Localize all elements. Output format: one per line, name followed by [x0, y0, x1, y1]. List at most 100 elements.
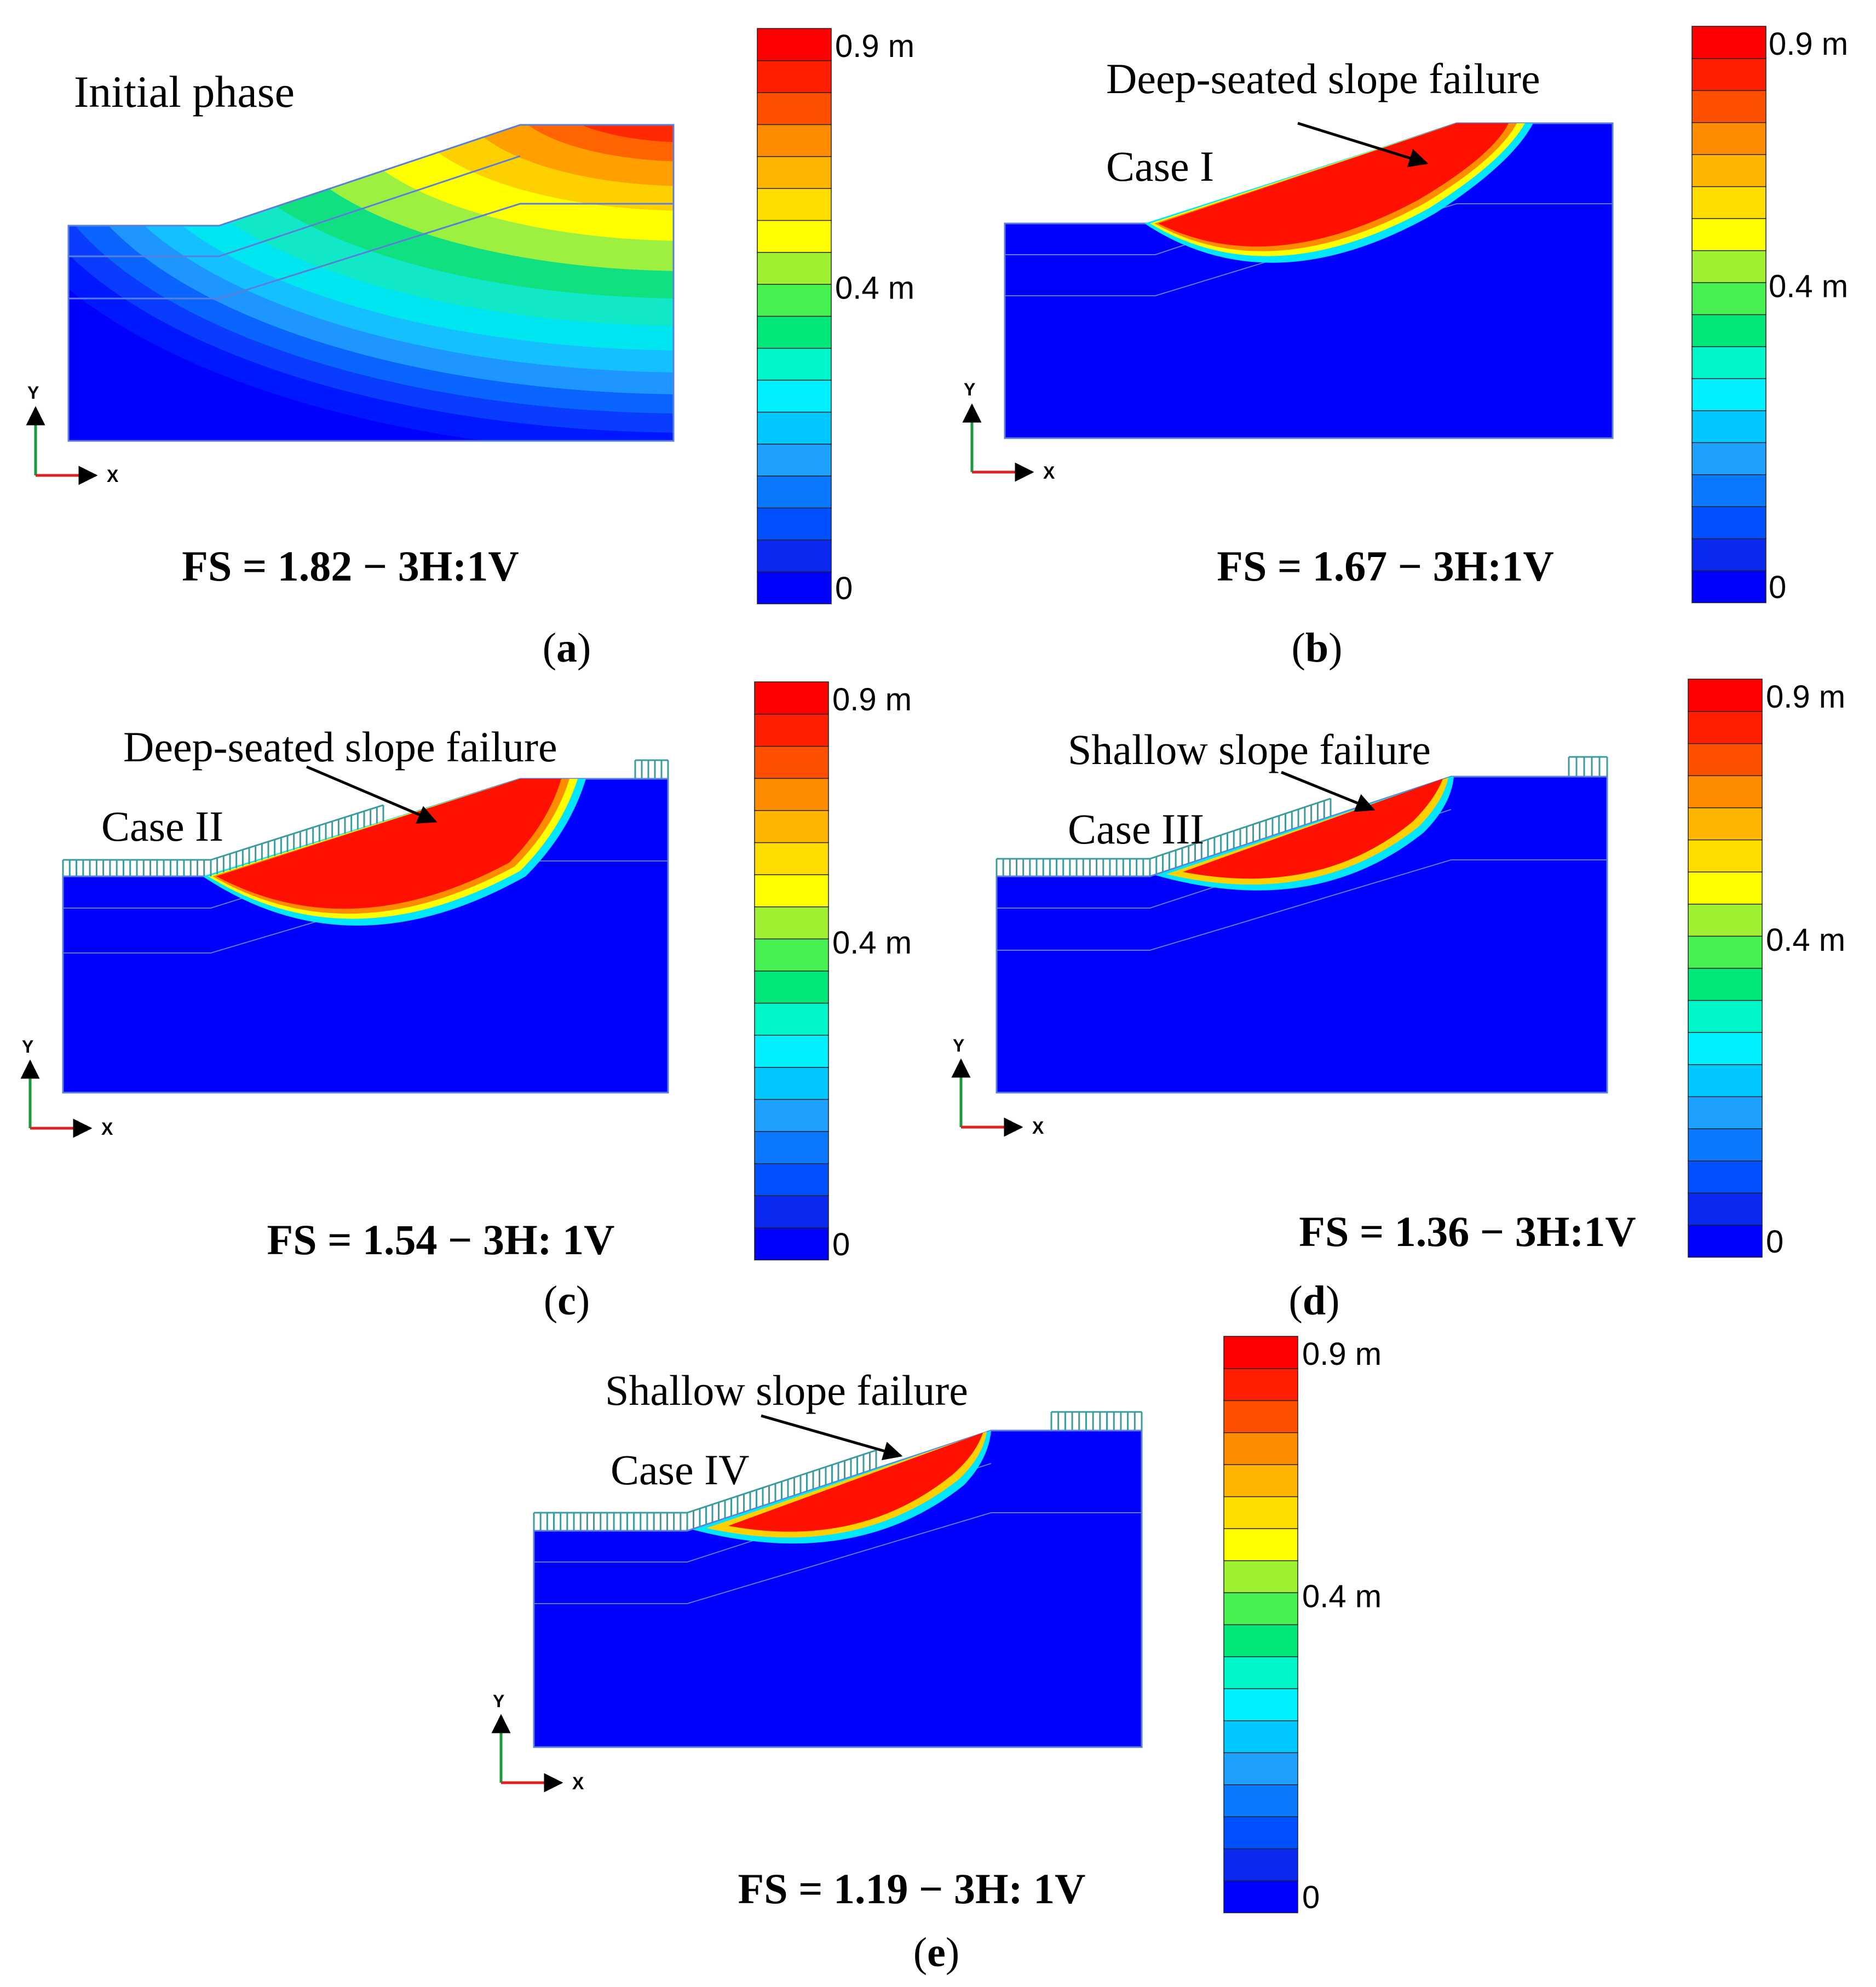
colorbar-mid-label: 0.4 m [832, 925, 912, 961]
colorbar-band [754, 809, 829, 843]
panel-letter: (e) [913, 1929, 959, 1975]
axis-triad: Y X [962, 380, 1055, 483]
colorbar-band [757, 475, 832, 509]
colorbar-min-label: 0 [835, 571, 853, 606]
colorbar-band [1691, 506, 1766, 539]
colorbar-band [757, 187, 832, 221]
colorbar-band [1223, 1720, 1298, 1754]
colorbar-band [1691, 26, 1766, 59]
colorbar-band [757, 539, 832, 572]
y-axis-label: Y [27, 383, 39, 403]
x-axis-label: X [1043, 463, 1055, 483]
colorbar-band [1691, 282, 1766, 315]
colorbar-band [1691, 474, 1766, 507]
colorbar-band [754, 713, 829, 747]
colorbar-band [754, 874, 829, 908]
panel-e: Shallow slope failure Case IV Y X FS = 1… [491, 1366, 1143, 1975]
colorbar-band [1223, 1848, 1298, 1881]
colorbar-band [1691, 378, 1766, 411]
colorbar-band [1688, 967, 1763, 1001]
colorbar-max-label: 0.9 m [1766, 679, 1845, 715]
colorbar-band [1223, 1656, 1298, 1690]
y-axis-label: Y [22, 1037, 33, 1056]
failure-arrow [1297, 122, 1429, 168]
colorbar-band [1223, 1527, 1298, 1561]
colorbar-band [1688, 775, 1763, 808]
surface-load [62, 759, 669, 876]
panel-letter: (b) [1292, 625, 1343, 671]
colorbar-band [757, 507, 832, 541]
colorbar-band [1691, 314, 1766, 347]
colorbar-band [1691, 122, 1766, 156]
colorbar-band [757, 347, 832, 381]
colorbar-band [1688, 807, 1763, 841]
colorbar-band [757, 91, 832, 125]
colorbar-band [1691, 217, 1766, 251]
surface-load [533, 1411, 1143, 1531]
colorbar-band [1688, 1000, 1763, 1033]
shallow-failure-zone [693, 1431, 991, 1544]
colorbar-band [757, 220, 832, 253]
axis-triad: Y X [26, 383, 119, 486]
colorbar-band [757, 315, 832, 349]
colorbar-min-label: 0 [1766, 1224, 1783, 1260]
colorbar-band [1223, 1816, 1298, 1850]
colorbar-band [754, 681, 829, 715]
colorbar-band [754, 1099, 829, 1132]
colorbar-band [1688, 1096, 1763, 1129]
fs-caption: FS = 1.54 − 3H: 1V [267, 1216, 615, 1264]
axis-triad: Y X [951, 1036, 1044, 1138]
colorbar-band [757, 283, 832, 317]
colorbar-band [1688, 1160, 1763, 1194]
failure-arrow [306, 765, 438, 824]
colorbar: 0.9 m 0.4 m 0 [757, 28, 914, 606]
colorbar-band [1691, 346, 1766, 380]
colorbar-band [1688, 1064, 1763, 1098]
geometry-lines [67, 124, 675, 442]
colorbar-band [754, 906, 829, 940]
colorbar-band [1691, 90, 1766, 123]
colorbar-band [1688, 679, 1763, 712]
panel-b: Deep-seated slope failure Case I Y X FS … [962, 55, 1614, 671]
initial-phase-title: Initial phase [74, 67, 295, 117]
colorbar-band [1691, 570, 1766, 604]
colorbar-band [1688, 903, 1763, 937]
colorbar-band [754, 745, 829, 779]
colorbar-band [757, 571, 832, 605]
colorbar-band [1223, 1496, 1298, 1529]
colorbar-band [757, 156, 832, 189]
colorbar-band [754, 1002, 829, 1036]
colorbars: 0.9 m0.4 m00.9 m0.4 m00.9 m0.4 m00.9 m0.… [754, 26, 1848, 1915]
colorbar-band [1688, 871, 1763, 905]
panel-letter: (a) [543, 625, 591, 671]
colorbar-band [1223, 1464, 1298, 1497]
colorbar-band [1223, 1336, 1298, 1369]
case-label: Case II [101, 802, 223, 850]
colorbar-band [754, 778, 829, 811]
failure-label: Deep-seated slope failure [123, 723, 557, 771]
colorbar-max-label: 0.9 m [835, 28, 914, 64]
colorbar: 0.9 m 0.4 m 0 [1691, 26, 1848, 605]
failure-label: Deep-seated slope failure [1106, 55, 1540, 102]
colorbar-band [1691, 186, 1766, 219]
case-label: Case I [1106, 142, 1214, 190]
colorbar-max-label: 0.9 m [1302, 1336, 1382, 1372]
colorbar-band [1688, 710, 1763, 744]
colorbar-band [757, 411, 832, 445]
colorbar-band [1223, 1432, 1298, 1466]
colorbar-min-label: 0 [832, 1227, 850, 1262]
colorbar: 0.9 m 0.4 m 0 [1223, 1336, 1382, 1915]
panel-letter: (c) [544, 1278, 590, 1324]
colorbar-band [1691, 410, 1766, 444]
colorbar-min-label: 0 [1302, 1880, 1320, 1915]
fs-caption: FS = 1.82 − 3H:1V [182, 542, 519, 590]
colorbar-band [1691, 154, 1766, 187]
axis-triad: Y X [20, 1037, 113, 1139]
colorbar-band [754, 970, 829, 1004]
colorbar-band [757, 60, 832, 93]
colorbar-band [1223, 1624, 1298, 1657]
panel-letter: (d) [1289, 1278, 1340, 1324]
shallow-failure-zone [1155, 777, 1454, 891]
colorbar-band [1688, 839, 1763, 872]
